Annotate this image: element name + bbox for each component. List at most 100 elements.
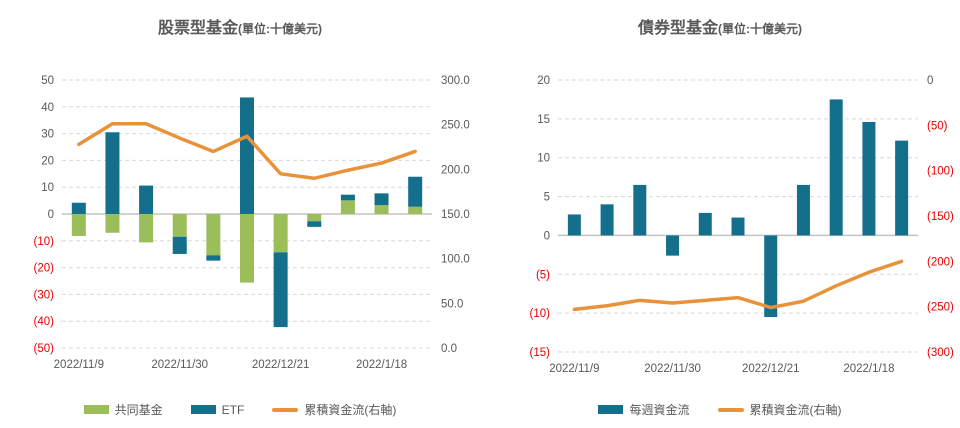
legend-item: 累積資金流(右軸): [272, 401, 396, 418]
cumulative-flow-line: [572, 259, 904, 312]
legend-item: 每週資金流: [598, 401, 690, 418]
legend-bar-swatch: [598, 405, 624, 414]
bar-segment: [240, 214, 254, 283]
legend-item: 共同基金: [83, 401, 163, 418]
left-axis-tick-label: 20: [41, 155, 54, 167]
left-axis-tick-label: 10: [41, 182, 54, 194]
right-axis-tick-label: 100.0: [441, 254, 470, 266]
bond-chart-title-main: 債券型基金: [637, 20, 718, 37]
left-axis-tick-label: 0: [48, 209, 54, 221]
left-axis-tick-label: 0: [544, 230, 550, 242]
bar-segment: [600, 204, 614, 236]
right-axis-tick-label: (250): [927, 302, 954, 314]
x-axis-label: 2022/11/30: [644, 363, 701, 375]
legend-item: 累積資金流(右軸): [717, 401, 842, 418]
bar-segment: [895, 140, 909, 236]
left-axis-tick-label: 5: [544, 192, 550, 204]
right-axis-tick-label: 200.0: [441, 164, 470, 176]
legend-label: 共同基金: [114, 403, 163, 417]
right-axis-tick-label: 150.0: [441, 209, 470, 221]
legend-label: 累積資金流(右軸): [304, 403, 397, 417]
bar-segment: [139, 214, 154, 243]
legend-label: 累積資金流(右軸): [749, 403, 842, 417]
x-axis-label: 2022/12/21: [742, 363, 800, 375]
bar-segment: [764, 235, 778, 318]
bond-chart-plot: 20 15 10 5 0 (5) (10) (15) 0 (50) (100) (150) (200) (…: [530, 75, 954, 375]
left-axis-tick-label: (10): [530, 308, 551, 320]
right-axis-tick-label: (100): [927, 166, 954, 178]
equity-fund-chart-panel: 股票型基金(單位:十億美元) 50 40 30 20 10 0 (10) (20) (30) (4…: [0, 14, 480, 418]
x-axis-label: 2022/11/9: [549, 363, 599, 375]
bar-segment: [273, 252, 288, 328]
legend-label: 每週資金流: [629, 403, 690, 417]
right-axis-tick-label: 50.0: [441, 298, 463, 310]
x-axis-label: 2022/11/30: [151, 359, 208, 371]
equity-chart-title-unit: (單位:十億美元): [238, 22, 322, 36]
left-axis-tick-label: 20: [537, 75, 550, 87]
equity-chart-plot: 50 40 30 20 10 0 (10) (20) (30) (40) (50) 300.0 250.…: [34, 75, 470, 371]
legend-bar-swatch: [190, 405, 216, 414]
bar-segment: [862, 121, 876, 236]
bond-chart-title-unit: (單位:十億美元): [718, 22, 802, 36]
left-axis-tick-label: 30: [41, 129, 54, 141]
left-axis-tick-label: 10: [537, 153, 550, 165]
bar-segment: [105, 132, 120, 214]
x-axis-label: 2022/1/18: [843, 363, 894, 375]
bar-segment: [666, 235, 680, 256]
equity-chart-title: 股票型基金(單位:十億美元): [0, 14, 480, 38]
right-axis-tick-label: (150): [927, 211, 954, 223]
bar-segment: [206, 214, 221, 256]
bar-segment: [374, 193, 389, 206]
x-axis-label: 2022/11/9: [54, 359, 104, 371]
right-axis-tick-label: (50): [927, 120, 948, 132]
bond-fund-chart-panel: 債券型基金(單位:十億美元) 20 15 10 5 0 (5) (10) (15) 0 (50) (…: [480, 0, 960, 428]
bar-segment: [105, 214, 120, 233]
bond-chart-title: 債券型基金(單位:十億美元): [480, 14, 960, 38]
equity-chart-legend: 共同基金 ETF 累積資金流(右軸): [0, 401, 480, 418]
legend-line-swatch: [717, 407, 744, 412]
bar-segment: [240, 97, 254, 214]
legend-label: ETF: [221, 402, 245, 417]
right-axis-tick-label: 300.0: [441, 75, 470, 87]
left-axis-tick-label: (15): [530, 347, 551, 359]
bar-segment: [796, 184, 810, 236]
bar-segment: [307, 214, 322, 222]
cumulative-flow-line: [77, 122, 417, 181]
right-axis-tick-label: 0.0: [441, 343, 457, 355]
x-axis-label: 2022/1/18: [356, 359, 407, 371]
bar-segment: [698, 212, 712, 236]
left-axis-tick-label: (20): [34, 263, 55, 275]
bar-segment: [731, 217, 745, 236]
bar-segment: [408, 206, 423, 214]
x-axis-label: 2022/12/21: [252, 359, 310, 371]
right-axis-tick-label: (200): [927, 256, 954, 268]
left-axis-tick-label: 15: [537, 114, 550, 126]
left-axis-tick-label: (30): [34, 289, 55, 301]
left-axis-tick-label: 50: [41, 75, 54, 87]
legend-line-swatch: [272, 407, 299, 412]
bar-segment: [139, 185, 154, 214]
bar-segment: [71, 202, 86, 214]
left-axis-tick-label: (50): [34, 343, 55, 355]
bar-segment: [340, 194, 355, 201]
bond-chart-legend: 每週資金流 累積資金流(右軸): [480, 401, 960, 418]
legend-bar-swatch: [83, 405, 109, 414]
equity-chart-title-main: 股票型基金: [157, 20, 238, 37]
bar-segment: [633, 184, 647, 236]
bar-segment: [340, 200, 355, 214]
right-axis-tick-label: (300): [927, 347, 954, 359]
left-axis-tick-label: (40): [34, 316, 55, 328]
bar-segment: [567, 214, 581, 236]
bar-segment: [307, 221, 322, 227]
left-axis-tick-label: 40: [41, 102, 54, 114]
bar-segment: [172, 214, 187, 237]
right-axis-tick-label: 250.0: [441, 120, 470, 132]
right-axis-tick-label: 0: [927, 75, 933, 87]
bar-segment: [374, 205, 389, 214]
bar-segment: [273, 214, 288, 253]
bar-segment: [206, 255, 221, 261]
bar-segment: [172, 236, 187, 254]
left-axis-tick-label: (5): [536, 269, 550, 281]
bar-segment: [829, 99, 843, 236]
bar-segment: [71, 214, 86, 236]
